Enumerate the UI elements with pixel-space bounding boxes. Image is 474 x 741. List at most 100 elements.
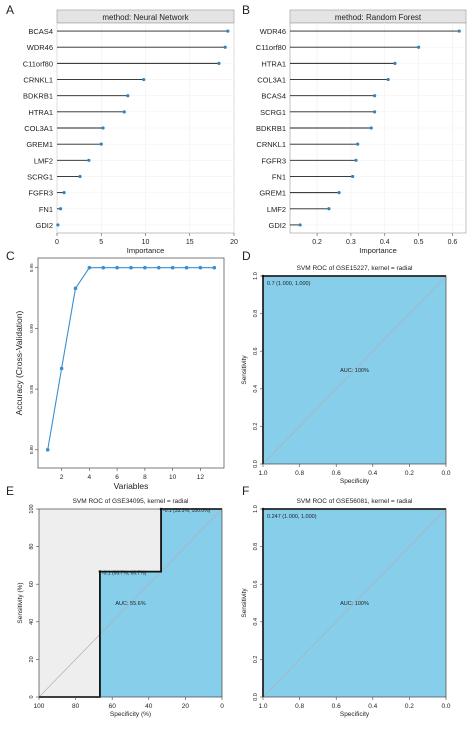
panel-f-auc-label: AUC: 100%: [340, 601, 369, 607]
panel-b-dot: [393, 61, 397, 65]
panel-d-xtick-label: 0.6: [332, 470, 341, 477]
panel-b-dot: [327, 207, 331, 211]
panel-c-xtick-label: 4: [88, 474, 92, 481]
panel-b-dot: [298, 223, 302, 227]
panel-b-xtick-label: 0.5: [414, 239, 424, 246]
panel-c-point: [115, 265, 119, 270]
panel-b-category-label: C11orf80: [256, 43, 286, 52]
panel-d-xtick-label: 0.8: [295, 470, 304, 477]
panel-c-ytick-label: 0.85: [29, 384, 34, 393]
panel-d-ytick-label: 0.2: [253, 423, 259, 431]
panel-e-xlabel: Specificity (%): [110, 711, 151, 718]
panel-a-dot: [217, 61, 221, 65]
panel-b-dot: [351, 174, 355, 179]
panel-b-dot: [373, 94, 377, 98]
panel-a-xlabel: Importance: [127, 246, 165, 255]
panel-d-plot-frame: [262, 275, 447, 465]
panel-b-xtick-label: 0.3: [346, 239, 356, 246]
panel-b-title: method: Random Forest: [335, 13, 422, 22]
panel-letter-c: C: [6, 249, 15, 263]
panel-b-category-label: FGFR3: [261, 156, 286, 165]
panel-a-dot: [58, 207, 63, 211]
panel-a-category-label: WDR46: [27, 43, 53, 52]
panel-b-category-label: GDI2: [268, 221, 286, 230]
panel-a-category-label: C11orf80: [23, 59, 53, 68]
panel-b-dot: [369, 126, 373, 130]
panel-c-ytick-label: 0.95: [29, 263, 34, 272]
panel-b-category-label: CRNKL1: [256, 140, 286, 149]
panel-b-category-label: GREM1: [259, 189, 286, 198]
panel-e-plot-frame: [38, 508, 223, 698]
panel-c-xtick-label: 6: [115, 474, 119, 481]
panel-b-xtick-label: 0.2: [312, 239, 322, 246]
panel-c-ytick-label: 0.90: [29, 324, 34, 333]
panel-letter-d: D: [242, 249, 251, 263]
panel-f-xtick-label: 0.0: [441, 703, 450, 710]
panel-f-plot-frame: [262, 508, 447, 698]
panel-a-xtick-label: 15: [186, 239, 194, 246]
panel-f-xtick-label: 1.0: [258, 703, 267, 710]
panel-e-ylabel: Sensitivity (%): [17, 582, 24, 623]
panel-e-threshold-label: -0.1 (33.3%, 100.0%): [163, 508, 211, 514]
panel-a-dot: [62, 191, 66, 195]
panel-f-ytick-label: 0.8: [253, 543, 259, 551]
panel-a-category-label: GDI2: [35, 221, 53, 230]
panel-d-ytick-label: 1.0: [253, 272, 259, 280]
panel-a-dot: [122, 110, 126, 114]
panel-a-category-label: FN1: [39, 205, 53, 214]
panel-d-ytick-label: 0.8: [253, 310, 259, 318]
panel-c-xtick-label: 8: [143, 474, 147, 481]
panel-a-category-label: SCRG1: [27, 172, 53, 181]
panel-c-point: [45, 447, 50, 452]
panel-f-title: SVM ROC of GSE56081, kernel = radial: [297, 498, 413, 505]
panel-e-xtick-label: 80: [72, 703, 80, 710]
panel-c-xtick-label: 10: [169, 474, 177, 481]
panel-c-plot-frame: [37, 257, 225, 469]
panel-b-xtick-label: 0.4: [380, 239, 390, 246]
panel-d-xtick-label: 0.0: [441, 470, 450, 477]
panel-e-title: SVM ROC of GSE34095, kernel = radial: [73, 498, 189, 505]
panel-e-threshold-label: -0.1 (66.7%, 66.7%): [102, 571, 147, 577]
panel-e-threshold-point: [98, 570, 102, 573]
panel-e-diagonal: [38, 508, 223, 698]
panel-f-xtick-label: 0.4: [368, 703, 377, 710]
panel-f-ytick-label: 0.0: [253, 693, 259, 701]
panel-a-category-label: HTRA1: [28, 108, 53, 117]
panel-b-category-label: WDR46: [260, 27, 286, 36]
panel-a-xtick-label: 20: [230, 239, 238, 246]
panel-d-ytick-label: 0.4: [253, 385, 259, 393]
panel-d-auc-label: AUC: 100%: [340, 368, 369, 374]
panel-c-point: [101, 265, 106, 270]
panel-a-category-label: COL3A1: [24, 124, 53, 133]
panel-e-xtick-label: 100: [34, 703, 45, 710]
panel-c-point: [143, 265, 147, 270]
panel-a-dot: [223, 45, 227, 49]
panel-b-dot: [386, 77, 390, 82]
panel-b-dot: [354, 158, 358, 162]
panel-a-xtick-label: 0: [55, 239, 59, 246]
panel-c-point: [198, 265, 203, 270]
panel-c-point: [170, 265, 175, 270]
panel-d-ytick-label: 0.6: [253, 347, 259, 355]
panel-e-ytick-label: 100: [29, 504, 35, 513]
panel-b-category-label: BCAS4: [261, 92, 286, 101]
panel-letter-e: E: [6, 484, 14, 498]
panel-a-dot: [99, 142, 103, 146]
panel-b-dot: [356, 142, 360, 146]
panel-a-category-label: LMF2: [34, 156, 53, 165]
panel-d-xtick-label: 0.4: [368, 470, 377, 477]
panel-d-ytick-label: 0.0: [253, 460, 259, 468]
panel-a-dot: [126, 94, 130, 98]
panel-letter-f: F: [242, 484, 249, 498]
panel-b-dot: [373, 110, 377, 114]
panel-f-threshold-label: 0.247 (1.000, 1.000): [267, 514, 317, 520]
panel-a-dot: [101, 126, 105, 130]
panel-b-category-label: BDKRB1: [256, 124, 286, 133]
panel-f-ytick-label: 1.0: [253, 505, 259, 513]
panel-a-dot: [226, 29, 230, 33]
panel-d-xtick-label: 0.2: [405, 470, 414, 477]
panel-d-xtick-label: 1.0: [258, 470, 267, 477]
panel-f-xtick-label: 0.8: [295, 703, 304, 710]
panel-a-xtick-label: 10: [142, 239, 150, 246]
panel-e-threshold-point: [159, 507, 163, 511]
